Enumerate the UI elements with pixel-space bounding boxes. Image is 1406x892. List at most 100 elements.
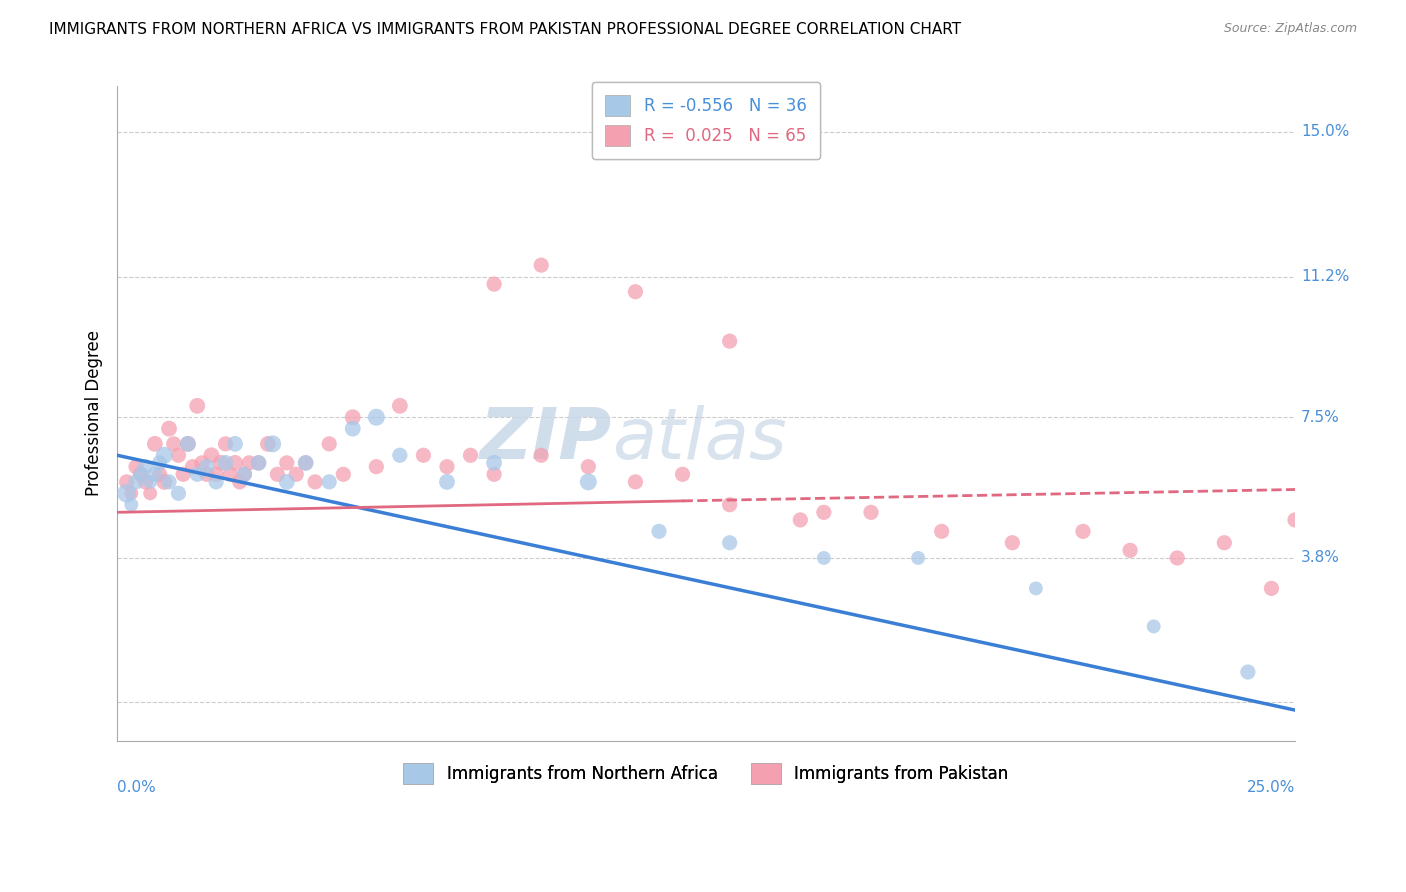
Point bbox=[318, 475, 340, 489]
Text: 25.0%: 25.0% bbox=[1247, 780, 1295, 795]
Point bbox=[1001, 535, 1024, 549]
Point bbox=[859, 505, 882, 519]
Text: 3.8%: 3.8% bbox=[1301, 550, 1340, 566]
Point bbox=[153, 475, 176, 489]
Point bbox=[671, 467, 693, 482]
Point bbox=[139, 486, 162, 500]
Point bbox=[262, 437, 284, 451]
Point bbox=[172, 467, 194, 482]
Point bbox=[1119, 543, 1142, 558]
Point bbox=[1378, 551, 1400, 566]
Point bbox=[120, 486, 142, 500]
Point bbox=[342, 410, 364, 425]
Point bbox=[530, 448, 553, 462]
Point bbox=[233, 467, 256, 482]
Point bbox=[134, 459, 156, 474]
Legend: R = -0.556   N = 36, R =  0.025   N = 65: R = -0.556 N = 36, R = 0.025 N = 65 bbox=[592, 81, 820, 160]
Point bbox=[718, 334, 741, 348]
Point bbox=[813, 551, 835, 566]
Point bbox=[134, 475, 156, 489]
Text: 7.5%: 7.5% bbox=[1301, 409, 1340, 425]
Point bbox=[238, 456, 260, 470]
Text: 15.0%: 15.0% bbox=[1301, 125, 1350, 139]
Point bbox=[195, 467, 218, 482]
Point bbox=[648, 524, 671, 539]
Point bbox=[1166, 551, 1188, 566]
Point bbox=[304, 475, 326, 489]
Point bbox=[143, 437, 166, 451]
Point bbox=[388, 399, 411, 413]
Point bbox=[115, 475, 138, 489]
Point bbox=[181, 459, 204, 474]
Point bbox=[143, 467, 166, 482]
Point bbox=[718, 535, 741, 549]
Point bbox=[157, 422, 180, 436]
Point bbox=[153, 448, 176, 462]
Point bbox=[276, 456, 298, 470]
Point bbox=[219, 467, 242, 482]
Point bbox=[186, 399, 208, 413]
Point bbox=[1025, 582, 1047, 596]
Point bbox=[576, 475, 599, 489]
Point bbox=[460, 448, 482, 462]
Point bbox=[366, 410, 388, 425]
Point bbox=[318, 437, 340, 451]
Point bbox=[129, 467, 152, 482]
Point bbox=[624, 285, 647, 299]
Point bbox=[294, 456, 316, 470]
Point bbox=[186, 467, 208, 482]
Point bbox=[224, 456, 246, 470]
Point bbox=[214, 437, 236, 451]
Point bbox=[191, 456, 214, 470]
Point bbox=[120, 498, 142, 512]
Point bbox=[1284, 513, 1306, 527]
Point bbox=[228, 475, 250, 489]
Point bbox=[332, 467, 354, 482]
Point bbox=[266, 467, 288, 482]
Point bbox=[177, 437, 200, 451]
Point bbox=[209, 456, 232, 470]
Point bbox=[576, 459, 599, 474]
Point bbox=[149, 467, 172, 482]
Point bbox=[115, 486, 138, 500]
Point bbox=[1260, 582, 1282, 596]
Point bbox=[931, 524, 953, 539]
Point bbox=[205, 475, 228, 489]
Point bbox=[285, 467, 308, 482]
Point bbox=[813, 505, 835, 519]
Point bbox=[247, 456, 270, 470]
Text: IMMIGRANTS FROM NORTHERN AFRICA VS IMMIGRANTS FROM PAKISTAN PROFESSIONAL DEGREE : IMMIGRANTS FROM NORTHERN AFRICA VS IMMIG… bbox=[49, 22, 962, 37]
Y-axis label: Professional Degree: Professional Degree bbox=[86, 330, 103, 497]
Point bbox=[233, 467, 256, 482]
Point bbox=[224, 437, 246, 451]
Point bbox=[482, 467, 505, 482]
Point bbox=[257, 437, 280, 451]
Point bbox=[412, 448, 434, 462]
Point bbox=[789, 513, 811, 527]
Point bbox=[718, 498, 741, 512]
Point bbox=[1237, 665, 1260, 679]
Text: 0.0%: 0.0% bbox=[117, 780, 156, 795]
Point bbox=[163, 437, 186, 451]
Point bbox=[214, 456, 236, 470]
Point bbox=[530, 258, 553, 272]
Text: Source: ZipAtlas.com: Source: ZipAtlas.com bbox=[1223, 22, 1357, 36]
Point bbox=[125, 459, 148, 474]
Point bbox=[276, 475, 298, 489]
Point bbox=[1213, 535, 1236, 549]
Text: atlas: atlas bbox=[612, 405, 786, 475]
Text: ZIP: ZIP bbox=[479, 405, 612, 475]
Point bbox=[139, 475, 162, 489]
Point bbox=[624, 475, 647, 489]
Point bbox=[1331, 535, 1354, 549]
Point bbox=[129, 467, 152, 482]
Point bbox=[436, 459, 458, 474]
Point bbox=[167, 486, 190, 500]
Point bbox=[482, 277, 505, 292]
Point bbox=[167, 448, 190, 462]
Point bbox=[436, 475, 458, 489]
Point bbox=[1071, 524, 1094, 539]
Point bbox=[342, 422, 364, 436]
Point bbox=[149, 456, 172, 470]
Point bbox=[200, 448, 222, 462]
